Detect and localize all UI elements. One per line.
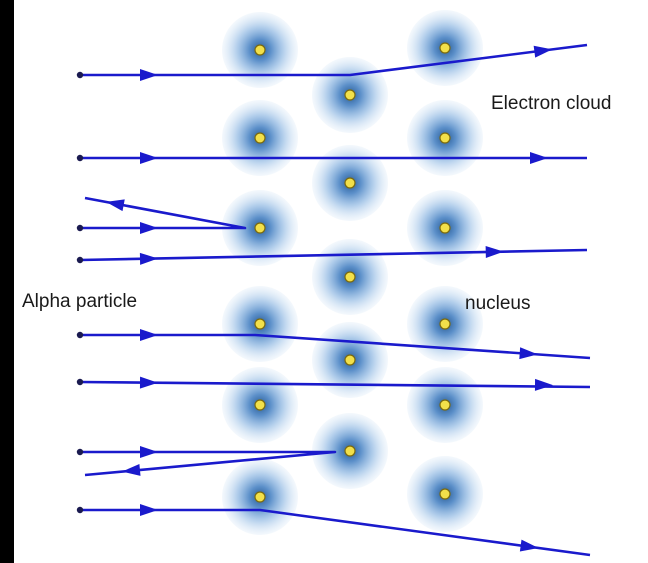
electron-cloud-label: Electron cloud: [491, 93, 612, 114]
atom: [222, 459, 298, 535]
trajectory-line: [80, 333, 591, 360]
direction-arrow: [105, 199, 125, 212]
direction-arrow: [140, 69, 158, 81]
direction-arrow: [519, 347, 538, 360]
nucleus: [344, 445, 356, 457]
direction-arrow: [519, 539, 539, 552]
direction-arrow: [139, 376, 158, 389]
atom: [222, 12, 298, 88]
alpha-particle-dot: [76, 331, 84, 339]
direction-arrow: [140, 329, 158, 341]
alpha-particle-path: [76, 329, 591, 360]
alpha-particle-dot: [76, 224, 84, 232]
atom: [222, 100, 298, 176]
alpha-particle-path: [76, 376, 591, 391]
atom: [312, 57, 388, 133]
atom: [407, 10, 483, 86]
direction-arrow: [140, 152, 158, 164]
nucleus: [439, 42, 451, 54]
nucleus: [254, 399, 266, 411]
direction-arrow: [140, 446, 158, 458]
nucleus: [439, 318, 451, 330]
alpha-particle-dot: [76, 154, 84, 162]
alpha-particle-path: [76, 504, 591, 557]
trajectory-line: [79, 380, 591, 389]
atom: [312, 239, 388, 315]
alpha-particle-label: Alpha particle: [22, 291, 138, 312]
atom: [222, 367, 298, 443]
atom: [407, 367, 483, 443]
alpha-particle-dot: [76, 506, 84, 514]
alpha-paths-layer: [76, 43, 591, 557]
nucleus: [344, 177, 356, 189]
trajectory-line: [80, 508, 591, 557]
atom: [407, 456, 483, 532]
trajectory-line: [80, 450, 337, 477]
atom: [407, 190, 483, 266]
alpha-particle-dot: [76, 378, 84, 386]
nucleus: [254, 318, 266, 330]
nucleus: [254, 132, 266, 144]
alpha-particle-path: [76, 152, 587, 164]
atom: [407, 286, 483, 362]
nucleus: [254, 44, 266, 56]
atom: [222, 190, 298, 266]
atom: [407, 100, 483, 176]
nucleus: [439, 488, 451, 500]
direction-arrow: [533, 45, 553, 58]
alpha-particle-dot: [76, 256, 84, 264]
nucleus: [344, 89, 356, 101]
nucleus: [254, 222, 266, 234]
direction-arrow: [122, 463, 141, 476]
atom: [222, 286, 298, 362]
nucleus: [344, 354, 356, 366]
atom: [312, 322, 388, 398]
alpha-particle-dot: [76, 71, 84, 79]
atom: [312, 145, 388, 221]
alpha-particle-path: [76, 196, 247, 234]
direction-arrow: [530, 152, 548, 164]
alpha-particle-path: [76, 43, 588, 81]
nucleus-label: nucleus: [465, 293, 531, 314]
direction-arrow: [140, 504, 158, 516]
direction-arrow: [534, 378, 553, 391]
nucleus: [439, 399, 451, 411]
nucleus: [254, 491, 266, 503]
direction-arrow: [140, 222, 158, 234]
atom: [312, 413, 388, 489]
trajectory-line: [80, 43, 588, 77]
alpha-particle-path: [76, 245, 588, 265]
direction-arrow: [139, 252, 158, 265]
nucleus: [344, 271, 356, 283]
alpha-particle-path: [76, 446, 337, 477]
nucleus: [439, 222, 451, 234]
direction-arrow: [485, 245, 504, 258]
trajectory-line: [80, 196, 247, 230]
alpha-particle-dot: [76, 448, 84, 456]
nucleus: [439, 132, 451, 144]
left-edge-bar: [0, 0, 14, 563]
atoms-layer: [222, 10, 483, 535]
